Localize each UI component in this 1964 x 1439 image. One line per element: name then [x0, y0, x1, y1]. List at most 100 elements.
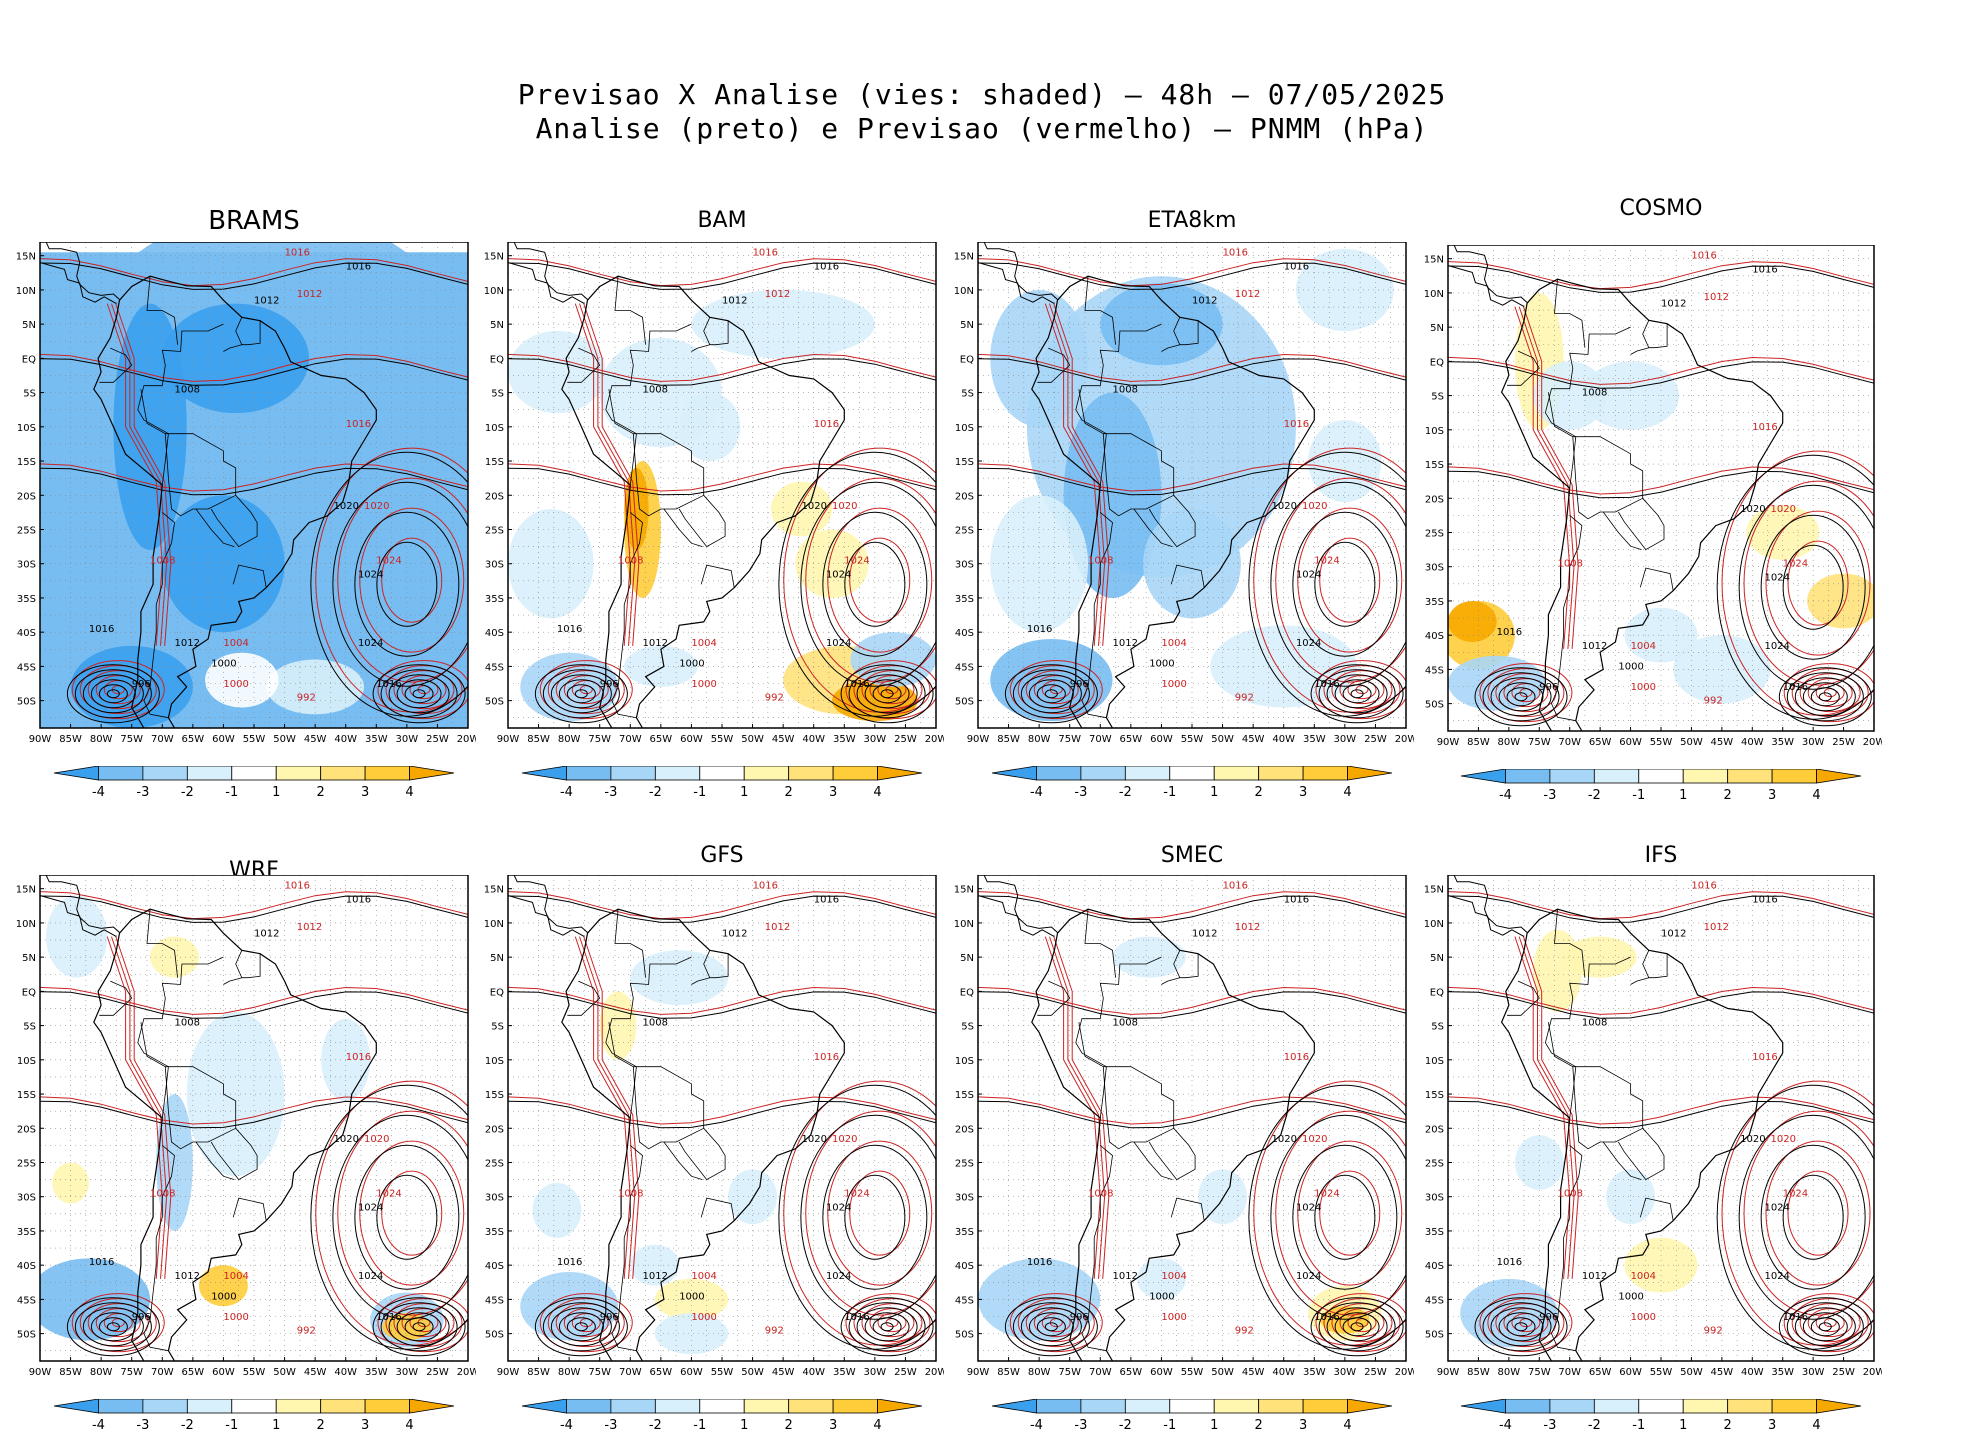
lat-tick-label: 35S — [955, 1227, 974, 1238]
lat-tick-label: 5S — [491, 389, 504, 400]
isobar-label: 992 — [1704, 696, 1723, 707]
lon-tick-label: 85W — [997, 1367, 1020, 1378]
south-america-coastline — [1500, 278, 1784, 731]
isobar-label: 1000 — [223, 1312, 248, 1323]
colorbar-tick-label: 4 — [1812, 1418, 1820, 1433]
isobar-label: 1016 — [814, 1052, 839, 1063]
panel-title-eta8km: ETA8km — [1147, 208, 1237, 233]
isobar-label: 1020 — [1302, 501, 1327, 512]
isobar-label: 992 — [297, 693, 316, 704]
lon-tick-label: 90W — [1437, 1367, 1460, 1378]
isobar-label: 1016 — [346, 894, 371, 905]
lon-tick-label: 25W — [894, 1367, 917, 1378]
chart-title-line-2: Analise (preto) e Previsao (vermelho) – … — [535, 112, 1429, 145]
isobar-label: 1016 — [814, 894, 839, 905]
lon-tick-label: 55W — [1650, 737, 1673, 748]
lat-tick-label: EQ — [22, 354, 36, 365]
colorbar-tick-label: -1 — [1163, 1418, 1176, 1433]
lon-tick-label: 80W — [558, 1367, 581, 1378]
lat-tick-label: 50S — [485, 1330, 504, 1341]
isobar-label: 1020 — [1740, 504, 1765, 515]
lat-tick-label: 15N — [954, 252, 974, 263]
lat-tick-label: EQ — [1430, 987, 1444, 998]
isobar-label: 1016 — [1752, 894, 1777, 905]
lat-tick-label: 45S — [485, 1295, 504, 1306]
lon-tick-label: 65W — [182, 1367, 205, 1378]
lat-tick-label: 40S — [17, 1261, 36, 1272]
isobar-label: 1016 — [1497, 1257, 1522, 1268]
isobar-label: 1016 — [89, 624, 114, 635]
colorbar-tick-label: -2 — [1588, 1418, 1601, 1433]
lat-tick-label: 20S — [955, 491, 974, 502]
lon-tick-label: 75W — [1058, 1367, 1081, 1378]
lat-tick-label: 35S — [17, 1227, 36, 1238]
colorbar-tick-label: -4 — [560, 785, 573, 800]
isobar-label: 1008 — [643, 1018, 668, 1029]
isobar-label: 1012 — [1661, 929, 1686, 940]
colorbar-tick-label: -2 — [1119, 785, 1132, 800]
isobar-label: 1008 — [643, 385, 668, 396]
isobar-label: 1016 — [1783, 682, 1808, 693]
isobar-label: 1016 — [1223, 248, 1248, 259]
lat-tick-label: 20S — [485, 1124, 504, 1135]
bias-patch — [1673, 635, 1771, 704]
bias-patch — [508, 508, 594, 619]
colorbar-tick-label: -1 — [693, 1418, 706, 1433]
isobar-label: 1012 — [254, 296, 279, 307]
lat-tick-label: 5S — [1431, 1022, 1444, 1033]
colorbar-tick-label: 2 — [785, 1418, 793, 1433]
isobar-label: 1000 — [1618, 661, 1643, 672]
lat-tick-label: 10N — [954, 286, 974, 297]
lon-tick-label: 55W — [1181, 734, 1204, 745]
lon-tick-label: 40W — [1272, 1367, 1295, 1378]
lon-tick-label: 70W — [1558, 737, 1581, 748]
lon-tick-label: 40W — [802, 1367, 825, 1378]
isobar-label: 996 — [1539, 1312, 1558, 1323]
lat-tick-label: 25S — [485, 1158, 504, 1169]
lon-tick-label: 45W — [1711, 1367, 1734, 1378]
isobar-label: 1008 — [1582, 1018, 1607, 1029]
lon-tick-label: 30W — [1334, 1367, 1357, 1378]
lat-tick-label: 10N — [954, 919, 974, 930]
isobar-label: 1012 — [297, 289, 322, 300]
colorbar-tick-label: 1 — [1679, 1418, 1687, 1433]
isobar-label: 1008 — [618, 556, 643, 567]
lat-tick-label: 35S — [17, 594, 36, 605]
isobar-label: 1020 — [801, 1134, 826, 1145]
lon-tick-label: 40W — [334, 1367, 357, 1378]
lat-tick-label: 20S — [17, 491, 36, 502]
lat-tick-label: 10S — [955, 423, 974, 434]
isobar-label: 1012 — [1235, 289, 1260, 300]
lon-tick-label: 50W — [273, 1367, 296, 1378]
isobar-label: 1016 — [346, 1052, 371, 1063]
map-panel-eta8km: 1016 1012 1008 1020 1024 1024 1016 1000 1012 996 1… — [954, 242, 1414, 745]
lon-tick-label: 50W — [1680, 1367, 1703, 1378]
isobar-label: 1016 — [285, 248, 310, 259]
isobar-label: 1024 — [1296, 569, 1321, 580]
isobar-label: 1016 — [346, 261, 371, 272]
lat-tick-label: 45S — [485, 662, 504, 673]
lon-tick-label: 25W — [1832, 737, 1855, 748]
isobar-label: 996 — [1539, 682, 1558, 693]
bias-patch — [850, 632, 936, 687]
lon-tick-label: 60W — [1619, 737, 1642, 748]
lat-tick-label: 30S — [1425, 563, 1444, 574]
colorbar-tick-label: 4 — [873, 1418, 881, 1433]
lon-tick-label: 60W — [680, 734, 703, 745]
lon-tick-label: 85W — [527, 1367, 550, 1378]
lat-tick-label: 10S — [17, 423, 36, 434]
isobar-label: 992 — [1235, 1326, 1254, 1337]
isobar-label: 1024 — [1314, 556, 1339, 567]
isobar-label: 1012 — [175, 638, 200, 649]
lat-tick-label: 10N — [484, 919, 504, 930]
lat-tick-label: 10N — [16, 286, 36, 297]
lon-tick-label: 35W — [365, 1367, 388, 1378]
lat-tick-label: 10S — [1425, 1056, 1444, 1067]
lat-tick-label: 25S — [485, 525, 504, 536]
colorbar-tick-label: -4 — [92, 785, 105, 800]
lon-tick-label: 40W — [1272, 734, 1295, 745]
isobar-label: 1024 — [1296, 638, 1321, 649]
lat-tick-label: 30S — [17, 560, 36, 571]
lon-tick-label: 30W — [396, 734, 419, 745]
isobar-label: 1016 — [844, 1312, 869, 1323]
